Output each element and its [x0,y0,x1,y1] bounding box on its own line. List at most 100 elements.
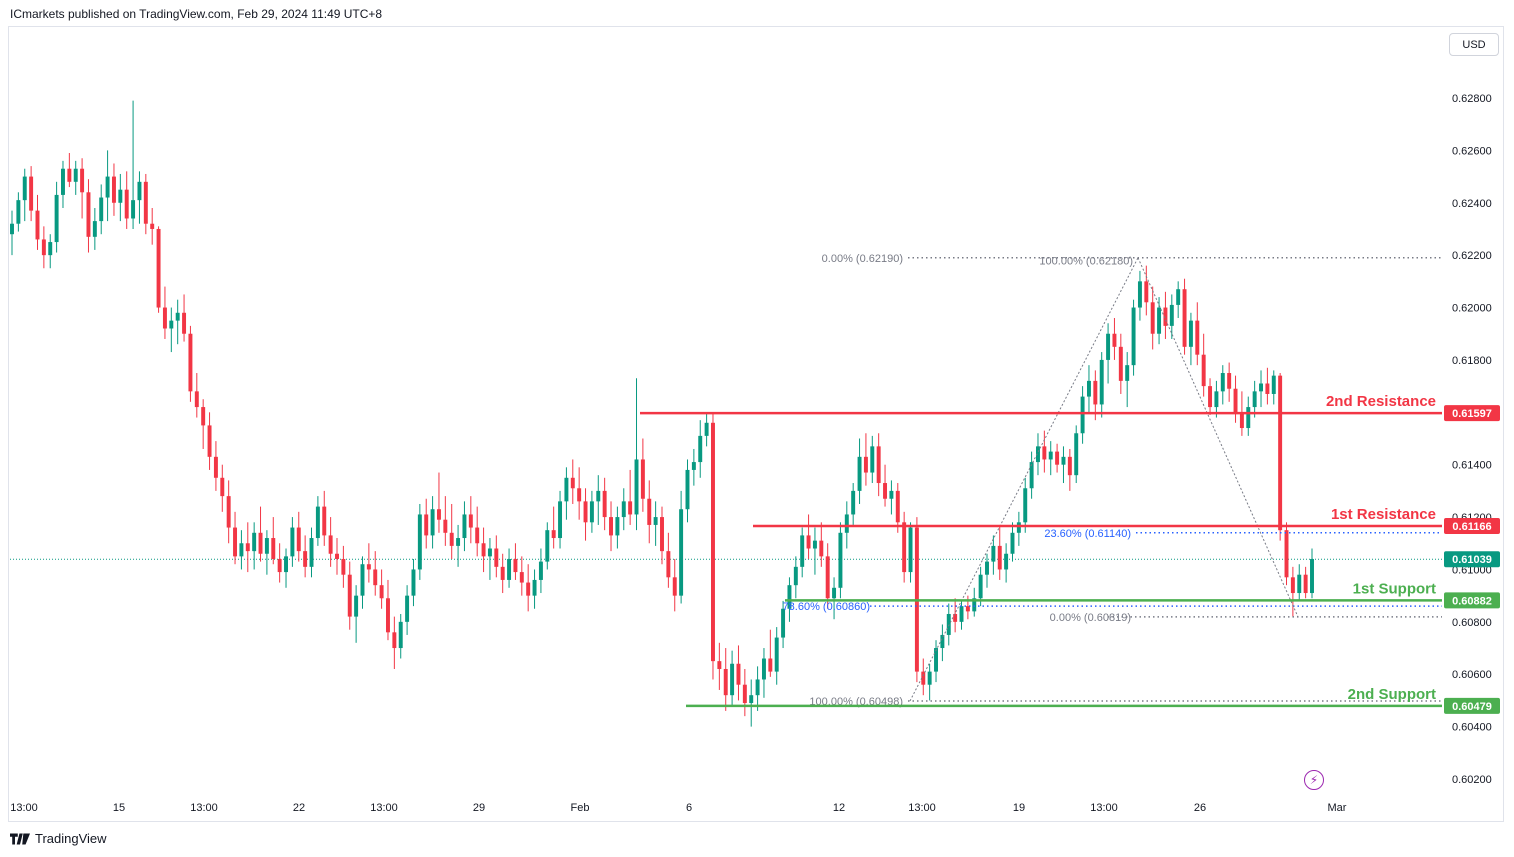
candle-body [825,556,830,599]
candle-body [602,490,607,518]
candle-body [405,595,410,622]
candle-body [1010,532,1015,554]
candle-body [558,501,563,539]
candle-body [462,514,467,539]
candle-body [220,477,225,497]
candle-body [1080,396,1085,434]
candle-body [201,407,206,426]
candle-body [519,572,524,583]
y-tick-label: 0.60800 [1452,617,1492,629]
candle-body [1169,304,1174,326]
candle-body [1036,446,1040,463]
fib-label: 23.60% (0.61140) [1044,528,1131,540]
price-badge [1444,592,1500,609]
candle-body [755,679,760,696]
candle-body [793,566,798,586]
x-tick-label: 19 [1013,802,1025,814]
tradingview-logo-icon [10,832,30,845]
candle-body [1137,281,1142,308]
x-tick-label: 13:00 [908,802,936,814]
candle-body [29,176,34,211]
candle-body [730,663,735,696]
x-tick-label: Mar [1328,802,1347,814]
candle-body [1310,558,1314,594]
y-tick-label: 0.62600 [1452,145,1492,157]
candle-body [347,574,352,617]
candle-body [640,459,645,499]
candle-body [946,613,951,635]
candle-body [118,189,123,203]
candle-body [883,483,888,499]
candle-body [1214,391,1219,408]
candle-body [1271,375,1276,394]
y-tick-label: 0.60400 [1452,722,1492,734]
candle-body [787,585,792,609]
candle-body [500,566,505,580]
candle-body [634,459,639,515]
candle-body [985,561,989,575]
currency-button[interactable]: USD [1449,33,1499,56]
x-tick-label: 13:00 [1090,802,1118,814]
candle-body [1163,307,1168,326]
x-tick-label: 13:00 [370,802,398,814]
candle-body [354,595,359,617]
candle-body [972,598,977,612]
candle-body [685,469,690,510]
candle-body [806,535,811,549]
candle-body [162,307,167,329]
candle-body [1150,302,1155,334]
candle-body [832,587,837,599]
candle-body [628,501,633,515]
candle-body [819,540,824,557]
candle-body [1067,456,1072,476]
candle-body [876,446,881,484]
publisher-header: ICmarkets published on TradingView.com, … [10,7,383,21]
candle-body [1278,375,1283,531]
candle-body [1099,359,1104,405]
candle-body [213,456,218,478]
candle-body [902,522,907,573]
candle-body [1239,412,1244,429]
price-badge [1444,697,1500,714]
candle-body [22,176,27,201]
price-badge-label: 0.60479 [1452,701,1492,713]
candle-body [978,574,983,599]
candle-body [959,606,964,622]
candle-body [1259,383,1263,392]
candle-body [169,320,174,329]
candle-body [1086,380,1091,397]
candle-body [335,553,339,559]
candle-body [921,671,926,685]
candle-body [207,425,212,457]
candle-body [61,168,65,195]
last-price-badge [1444,551,1500,568]
candle-body [570,477,575,489]
candle-body [812,540,817,549]
candle-body [711,422,715,662]
y-tick-label: 0.62400 [1452,198,1492,210]
candle-body [1131,307,1136,366]
candle-body [468,514,473,528]
candle-body [417,514,422,570]
y-tick-label: 0.62000 [1452,303,1492,315]
chart-frame [8,26,1504,822]
candle-body [258,532,263,554]
candle-body [1201,354,1206,387]
y-tick-label: 0.61800 [1452,355,1492,367]
candle-body [1208,386,1213,408]
candle-body [456,538,461,546]
candle-body [487,548,492,557]
candle-body [1195,320,1200,355]
candle-body [315,506,320,539]
candle-body [386,598,390,633]
x-tick-label: 13:00 [10,802,38,814]
candle-body [105,176,110,198]
candle-body [271,538,276,559]
candle-body [1233,388,1238,413]
candle-body [1144,281,1149,303]
candle-body [194,391,199,408]
candle-body [360,564,365,596]
candle-body [341,558,346,575]
lightning-icon[interactable]: ⚡ [1304,770,1324,790]
